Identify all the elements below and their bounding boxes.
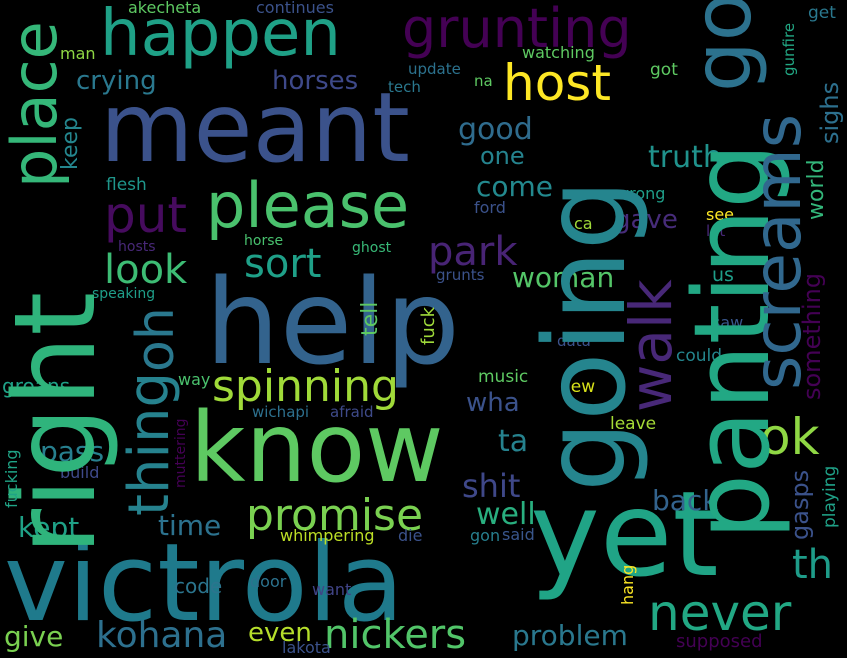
word-gunfire: gunfire <box>780 22 798 76</box>
word-fucking: fucking <box>2 449 21 508</box>
word-come: come <box>476 170 554 203</box>
word-new: new <box>560 377 596 397</box>
word-walk: walk <box>617 279 685 412</box>
word-thing: thing <box>117 371 182 516</box>
word-yet: yet <box>530 465 719 603</box>
word-tech: tech <box>388 78 421 96</box>
word-ford: ford <box>474 198 506 217</box>
word-let: let <box>706 222 726 240</box>
word-ok: ok <box>760 408 820 466</box>
word-gave: gave <box>614 205 678 235</box>
word-music: music <box>478 367 529 387</box>
word-wha: wha <box>466 388 520 418</box>
word-lakota: lakota <box>282 638 331 657</box>
word-back: back <box>652 484 719 517</box>
word-park: park <box>428 229 518 275</box>
word-build: build <box>60 463 100 482</box>
word-wichapi: wichapi <box>252 403 310 421</box>
word-place: place <box>0 21 71 188</box>
word-promise: promise <box>246 490 424 541</box>
word-victrola: victrola <box>4 521 404 646</box>
word-put: put <box>104 186 188 244</box>
word-see: see <box>706 205 735 224</box>
word-got: got <box>650 60 678 80</box>
word-muttering: muttering <box>173 418 189 488</box>
word-ghost: ghost <box>352 240 392 256</box>
word-watching: watching <box>522 43 595 62</box>
word-wrong: wrong <box>616 184 666 203</box>
word-speaking: speaking <box>92 286 156 302</box>
word-kept: kept <box>18 511 80 544</box>
word-please: please <box>206 169 410 242</box>
word-never: never <box>648 584 792 642</box>
word-kohana: kohana <box>96 615 228 656</box>
word-ta: ta <box>498 424 529 459</box>
word-look: look <box>104 247 188 293</box>
word-th: th <box>792 542 834 588</box>
word-fuck: fuck <box>418 306 439 345</box>
word-gasps: gasps <box>786 469 814 540</box>
word-gon: gon <box>470 526 501 545</box>
word-go: go <box>676 0 769 92</box>
word-grunting: grunting <box>402 0 632 60</box>
word-one: one <box>480 142 525 170</box>
word-spinning: spinning <box>212 361 399 412</box>
word-playing: playing <box>820 465 840 528</box>
word-horses: horses <box>272 66 359 96</box>
word-right: right <box>0 291 121 555</box>
word-good: good <box>458 112 533 147</box>
word-even: even <box>248 618 312 648</box>
word-na: na <box>474 72 493 90</box>
word-afraid: afraid <box>330 403 374 421</box>
word-crying: crying <box>76 66 157 96</box>
word-give: give <box>4 620 64 653</box>
word-could: could <box>676 346 723 366</box>
word-die: die <box>398 526 423 545</box>
word-saw: saw <box>712 313 744 332</box>
word-help: help <box>205 253 461 391</box>
word-host: host <box>503 54 611 112</box>
word-truth: truth <box>648 140 722 175</box>
word-us: us <box>712 264 734 286</box>
word-supposed: supposed <box>676 631 763 652</box>
word-keep: keep <box>58 117 83 170</box>
word-something: something <box>798 272 826 400</box>
word-said: said <box>502 525 535 544</box>
word-grunts: grunts <box>436 266 485 284</box>
word-hang: hang <box>618 564 637 605</box>
word-world: world <box>804 159 829 220</box>
word-data: data <box>557 332 591 350</box>
word-whimpering: whimpering <box>280 526 375 545</box>
word-woman: woman <box>512 261 615 294</box>
word-ca: ca <box>574 214 593 233</box>
word-hosts: hosts <box>118 239 156 255</box>
word-tell: tell <box>358 301 383 336</box>
word-continues: continues <box>256 0 334 17</box>
word-nickers: nickers <box>324 612 467 658</box>
word-sighs: sighs <box>816 81 844 144</box>
word-flesh: flesh <box>106 175 147 195</box>
word-well: well <box>476 497 536 532</box>
word-know: know <box>190 392 444 504</box>
word-meant: meant <box>100 72 410 184</box>
word-man: man <box>60 44 96 63</box>
word-shit: shit <box>462 467 521 505</box>
word-pass: pass <box>40 435 105 468</box>
word-time: time <box>158 509 222 542</box>
word-want: want <box>312 580 352 599</box>
word-happen: happen <box>100 0 341 71</box>
word-sort: sort <box>244 241 322 287</box>
word-groans: groans <box>2 374 71 398</box>
word-door: door <box>250 572 287 591</box>
word-oh: oh <box>126 307 186 372</box>
word-get: get <box>808 3 836 23</box>
word-code: code <box>174 574 223 598</box>
word-horse: horse <box>244 233 284 249</box>
word-problem: problem <box>512 619 628 652</box>
word-way: way <box>178 370 211 389</box>
word-update: update <box>408 60 461 78</box>
word-leave: leave <box>610 414 657 434</box>
word-akecheta: akecheta <box>128 0 202 17</box>
